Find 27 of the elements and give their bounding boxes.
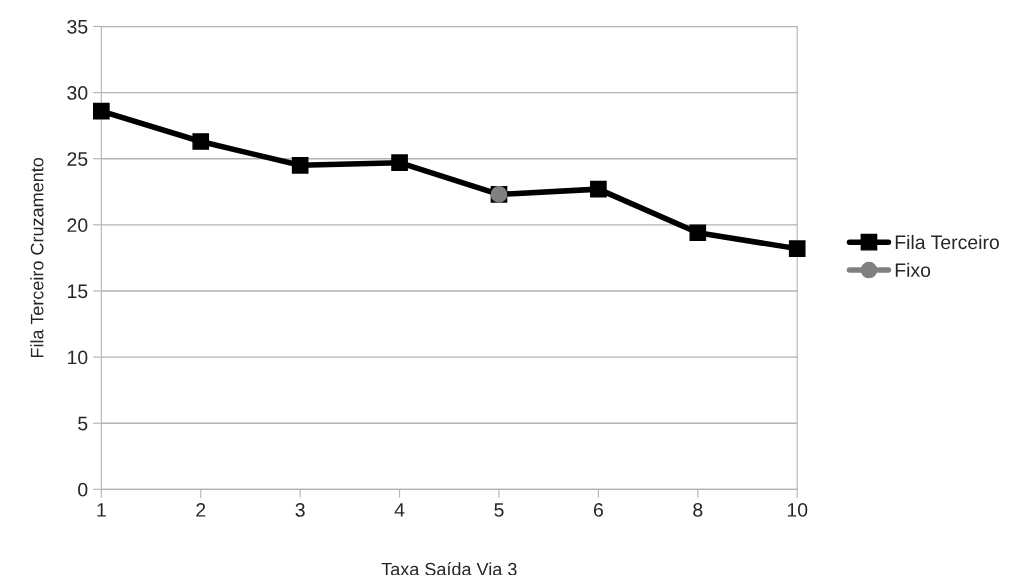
y-tick-label: 0: [78, 482, 88, 497]
point: [391, 154, 408, 172]
y-tick-label: 25: [67, 152, 88, 166]
x-tick-label: 6: [593, 503, 603, 517]
point: [192, 133, 210, 150]
x-tick-label: 5: [494, 503, 504, 517]
point: [590, 180, 607, 198]
point: [788, 240, 806, 257]
legend-label: Fixo: [895, 262, 931, 278]
y-axis-title: Fila Terceiro Cruzamento: [30, 157, 44, 358]
y-tick-label: 20: [67, 218, 88, 233]
y-tick-label: 5: [78, 416, 88, 431]
point: [92, 102, 110, 120]
x-tick-label: 3: [295, 503, 305, 517]
x-tick-label: 8: [693, 503, 703, 517]
point: [291, 156, 309, 174]
y-tick-label: 15: [67, 284, 88, 299]
x-tick-label: 2: [196, 503, 206, 517]
y-tick-label: 35: [67, 19, 88, 34]
x-tick-label: 4: [394, 503, 405, 517]
y-tick-label: 30: [67, 86, 88, 100]
y-tick-label: 10: [67, 350, 88, 365]
x-tick-label: 10: [787, 503, 808, 517]
point: [689, 224, 707, 242]
legend-label: Fila Terceiro: [895, 234, 999, 250]
x-tick-label: 1: [97, 503, 106, 517]
x-axis-title: Taxa Saída Via 3: [381, 562, 517, 575]
